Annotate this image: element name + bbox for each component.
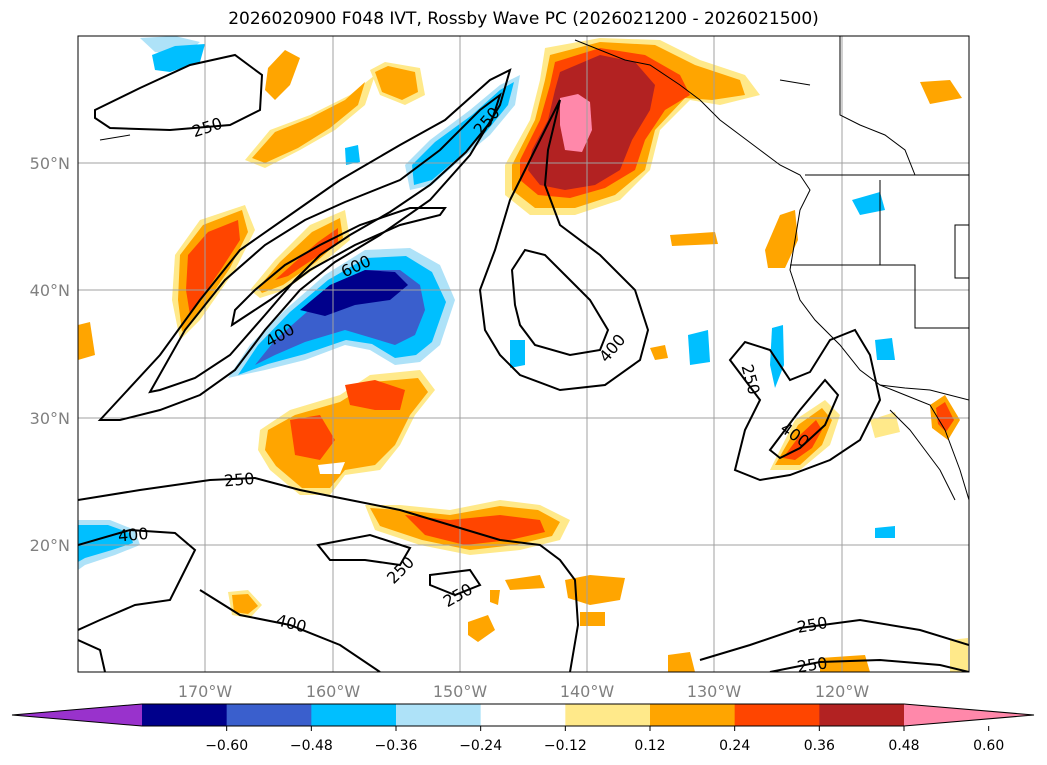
colorbar-tick-label: −0.60 (205, 738, 248, 754)
colorbar-tick-label: 0.48 (888, 738, 919, 754)
colorbar-segment (819, 704, 905, 726)
colorbar-tick-label: 0.12 (634, 738, 665, 754)
gridlines (78, 36, 969, 672)
colorbar-segment (565, 704, 651, 726)
lon-label: 120°W (815, 682, 870, 701)
colorbar-segment (311, 704, 397, 726)
colorbar-segment (480, 704, 566, 726)
colorbar-segment (650, 704, 736, 726)
lon-label: 160°W (306, 682, 361, 701)
contour-label: 400 (117, 524, 149, 546)
lat-label: 40°N (30, 281, 70, 300)
latitude-labels: 50°N 40°N 30°N 20°N (30, 154, 70, 555)
lat-label: 20°N (30, 536, 70, 555)
contour-label: 250 (796, 653, 829, 676)
colorbar-tick-label: 0.24 (719, 738, 750, 754)
longitude-labels: 170°W 160°W 150°W 140°W 130°W 120°W (178, 682, 870, 701)
contour-label: 250 (223, 469, 255, 491)
colorbar-segment (226, 704, 312, 726)
colorbar-tick-label: 0.36 (804, 738, 835, 754)
colorbar-extend-high (904, 704, 1034, 726)
ivt-positive-shading (78, 36, 968, 672)
colorbar-outline (11, 703, 1035, 727)
colorbar-tick-label: 0.60 (973, 738, 1004, 754)
colorbar-tick-label: −0.48 (290, 738, 333, 754)
lon-label: 150°W (433, 682, 488, 701)
colorbar-segment (396, 704, 482, 726)
lat-label: 30°N (30, 409, 70, 428)
colorbar-segment (734, 704, 820, 726)
map-frame-border (77, 35, 970, 673)
colorbar-extend-low (12, 704, 142, 726)
map-title: 2026020900 F048 IVT, Rossby Wave PC (202… (228, 9, 819, 29)
colorbar-tick-label: −0.12 (544, 738, 587, 754)
lat-label: 50°N (30, 154, 70, 173)
coastlines (99, 36, 969, 501)
lon-label: 140°W (560, 682, 615, 701)
ivt-contours (78, 53, 969, 672)
colorbar-tick-label: −0.24 (459, 738, 502, 754)
colorbar-tick-label: −0.36 (375, 738, 418, 754)
colorbar-segment (142, 704, 228, 726)
lon-label: 170°W (178, 682, 233, 701)
lon-label: 130°W (687, 682, 742, 701)
colorbar: −0.60 −0.48 −0.36 −0.24 −0.12 0.12 0.24 0.36 0.4… (11, 703, 1035, 754)
